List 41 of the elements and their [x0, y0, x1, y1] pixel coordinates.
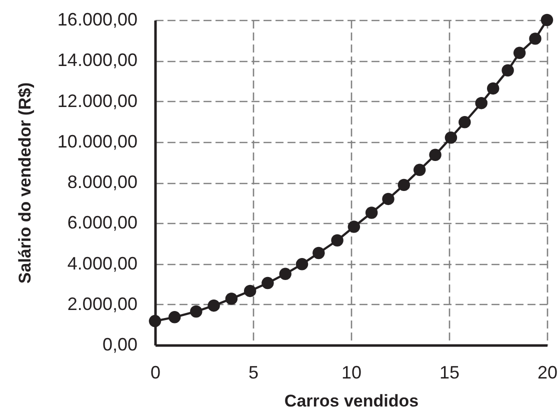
y-tick-label: 2.000,00 — [67, 294, 138, 314]
x-tick-label: 0 — [150, 362, 161, 382]
point — [225, 292, 238, 305]
point — [444, 131, 458, 144]
point — [382, 192, 394, 206]
y-axis-title: Salário do vendedor (R$) — [16, 82, 34, 284]
point — [331, 234, 344, 247]
point — [398, 178, 410, 192]
y-tick-label: 0,00 — [102, 334, 138, 354]
point — [365, 206, 378, 219]
point — [168, 311, 181, 324]
y-tick-label: 16.000,00 — [57, 10, 138, 30]
point — [208, 299, 220, 312]
point — [475, 96, 488, 110]
point — [413, 164, 426, 176]
x-tick-label: 15 — [439, 362, 460, 382]
x-tick-label: 5 — [248, 362, 259, 382]
x-tick-label: 10 — [341, 362, 362, 382]
y-tick-label: 14.000,00 — [57, 50, 138, 70]
y-tick-label: 4.000,00 — [67, 253, 138, 274]
y-tick-label: 6.000,00 — [67, 212, 138, 233]
point — [429, 148, 442, 161]
point — [148, 314, 162, 328]
x-axis-title: Carros vendidos — [284, 392, 419, 410]
point — [540, 14, 554, 26]
y-tick-label: 10.000,00 — [57, 131, 138, 152]
point — [458, 116, 471, 128]
point — [279, 268, 292, 280]
point — [296, 258, 308, 270]
point — [529, 32, 542, 45]
point — [190, 305, 202, 318]
point — [348, 220, 360, 233]
y-tick-label: 8.000,00 — [67, 172, 138, 192]
point — [312, 246, 325, 260]
point — [486, 82, 500, 95]
y-tick-label: 12.000,00 — [57, 90, 138, 111]
point — [513, 46, 526, 60]
point — [244, 284, 256, 298]
x-tick-label: 20 — [537, 362, 558, 382]
point — [502, 64, 514, 76]
point — [262, 276, 274, 290]
